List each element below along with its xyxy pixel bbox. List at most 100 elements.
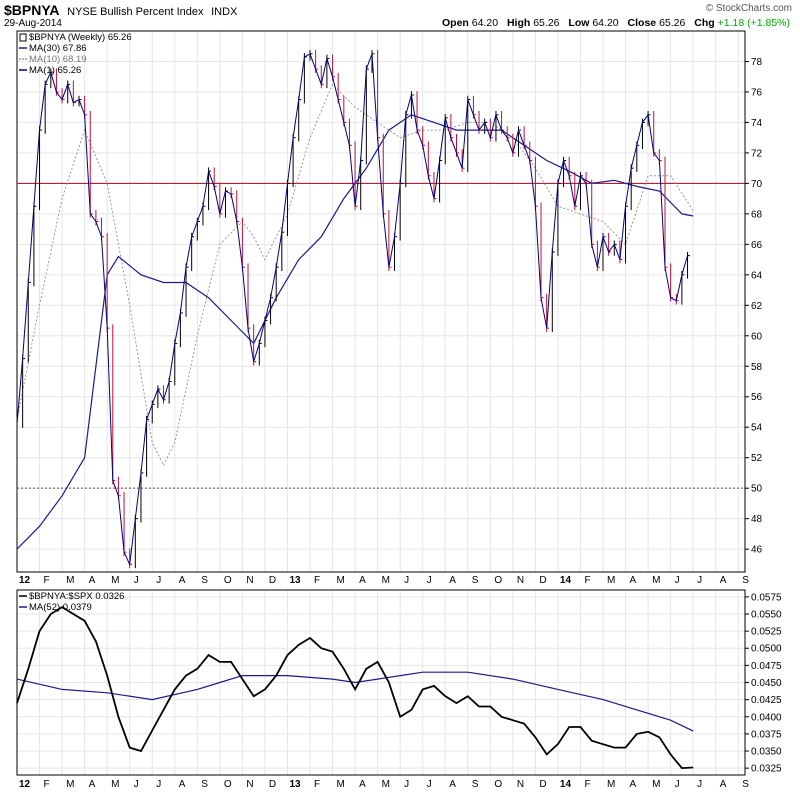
x-tick-label: A — [179, 779, 186, 790]
weekly-bar — [191, 232, 195, 272]
chart-title: $BPNYA NYSE Bullish Percent Index INDX — [4, 2, 237, 18]
y-tick-label: 0.0525 — [751, 627, 782, 638]
open-value: 64.20 — [471, 17, 499, 29]
weekly-bar — [123, 491, 127, 556]
weekly-bar — [439, 156, 443, 203]
weekly-bar — [551, 248, 555, 332]
x-tick-label: N — [517, 575, 524, 586]
x-tick-label: M — [652, 779, 660, 790]
weekly-bar — [382, 133, 386, 218]
x-tick-label: N — [517, 779, 524, 790]
x-tick-label: M — [337, 575, 345, 586]
y-axis: 0.0325 0.0350 0.0375 0.0400 0.0425 0.0450 0.04… — [745, 592, 782, 775]
x-tick-label: M — [337, 779, 345, 790]
x-tick-label: 14 — [560, 779, 572, 790]
weekly-bar — [247, 263, 251, 332]
x-tick-label: F — [584, 575, 590, 586]
close-label: Close — [627, 17, 657, 29]
panel-frame — [16, 30, 746, 573]
x-tick-label: J — [427, 779, 432, 790]
legend-entry: MA(30) 67.86 — [29, 43, 87, 54]
ohlc-summary: Open 64.20 High 65.26 Low 64.20 Close 65… — [436, 17, 790, 29]
weekly-bar — [636, 141, 640, 172]
weekly-bar — [337, 72, 341, 104]
legend-entry: MA(52) 0.0379 — [29, 602, 92, 613]
x-axis: 12 F M A M J J A S O N D 13 F M A M J J A S O N D 14 F M A M J J A S — [19, 779, 749, 790]
weekly-bar — [394, 232, 398, 272]
weekly-bar — [681, 271, 685, 305]
x-tick-label: A — [449, 575, 456, 586]
y-tick-label: 56 — [751, 392, 763, 403]
x-axis: 12 F M A M J J A S O N D 13 F M A M J J A S O N D 14 F M A M J J A S — [19, 575, 749, 586]
weekly-bar — [365, 65, 369, 165]
y-tick-label: 66 — [751, 240, 763, 251]
x-tick-label: J — [404, 575, 409, 586]
weekly-bar — [377, 50, 381, 142]
y-tick-label: 0.0575 — [751, 592, 782, 603]
x-tick-label: D — [269, 575, 276, 586]
y-tick-label: 0.0425 — [751, 695, 782, 706]
y-tick-label: 0.0375 — [751, 729, 782, 740]
x-tick-label: F — [44, 779, 50, 790]
x-tick-label: J — [134, 575, 139, 586]
chg-label: Chg — [694, 17, 715, 29]
weekly-bar — [641, 118, 645, 150]
weekly-bar — [427, 141, 431, 180]
description-label: NYSE Bullish Percent Index — [67, 6, 204, 18]
legend-entry: $BPNYA (Weekly) 65.26 — [29, 32, 132, 43]
x-tick-label: A — [630, 575, 637, 586]
weekly-bar — [106, 232, 110, 332]
weekly-bar — [281, 228, 285, 272]
weekly-bar — [236, 190, 240, 226]
x-tick-label: A — [720, 779, 727, 790]
weekly-bar — [146, 415, 150, 477]
weekly-bar — [292, 133, 296, 188]
x-tick-label: M — [382, 779, 390, 790]
low-label: Low — [568, 17, 590, 29]
y-tick-label: 60 — [751, 331, 763, 342]
x-tick-label: N — [246, 779, 253, 790]
weekly-bar — [185, 263, 189, 317]
weekly-bar — [27, 278, 31, 363]
y-tick-label: 72 — [751, 148, 763, 159]
weekly-bar — [540, 202, 544, 302]
x-tick-label: J — [697, 779, 702, 790]
x-tick-label: S — [472, 575, 479, 586]
x-tick-label: M — [66, 575, 74, 586]
x-tick-label: N — [246, 575, 253, 586]
weekly-bar — [670, 263, 674, 302]
weekly-bar — [112, 324, 116, 485]
legend-entry: MA(10) 68.19 — [29, 54, 87, 65]
x-tick-label: A — [720, 575, 727, 586]
stockcharts-credit[interactable]: © StockCharts.com — [705, 3, 792, 14]
y-tick-label: 50 — [751, 484, 763, 495]
weekly-bar — [343, 95, 347, 127]
y-tick-label: 0.0350 — [751, 747, 782, 758]
x-tick-label: M — [382, 575, 390, 586]
weekly-bar — [467, 95, 471, 172]
weekly-bar — [174, 339, 178, 386]
weekly-bar — [264, 316, 268, 348]
x-tick-label: S — [201, 779, 208, 790]
y-tick-label: 0.0550 — [751, 609, 782, 620]
x-tick-label: M — [607, 779, 615, 790]
date-label: 29-Aug-2014 — [4, 18, 62, 29]
ma30-line — [16, 114, 694, 550]
y-tick-label: 76 — [751, 87, 763, 98]
weekly-bar — [39, 126, 43, 211]
y-tick-label: 0.0400 — [751, 712, 782, 723]
y-tick-label: 74 — [751, 118, 763, 129]
x-tick-label: O — [224, 575, 232, 586]
x-tick-label: D — [269, 779, 276, 790]
x-tick-label: F — [44, 575, 50, 586]
weekly-bar — [270, 293, 274, 325]
y-tick-label: 0.0325 — [751, 764, 782, 775]
x-tick-label: S — [201, 575, 208, 586]
x-tick-label: M — [66, 779, 74, 790]
price-line — [16, 53, 688, 567]
weekly-bar — [134, 514, 138, 569]
weekly-bar — [348, 118, 352, 150]
x-tick-label: A — [359, 575, 366, 586]
